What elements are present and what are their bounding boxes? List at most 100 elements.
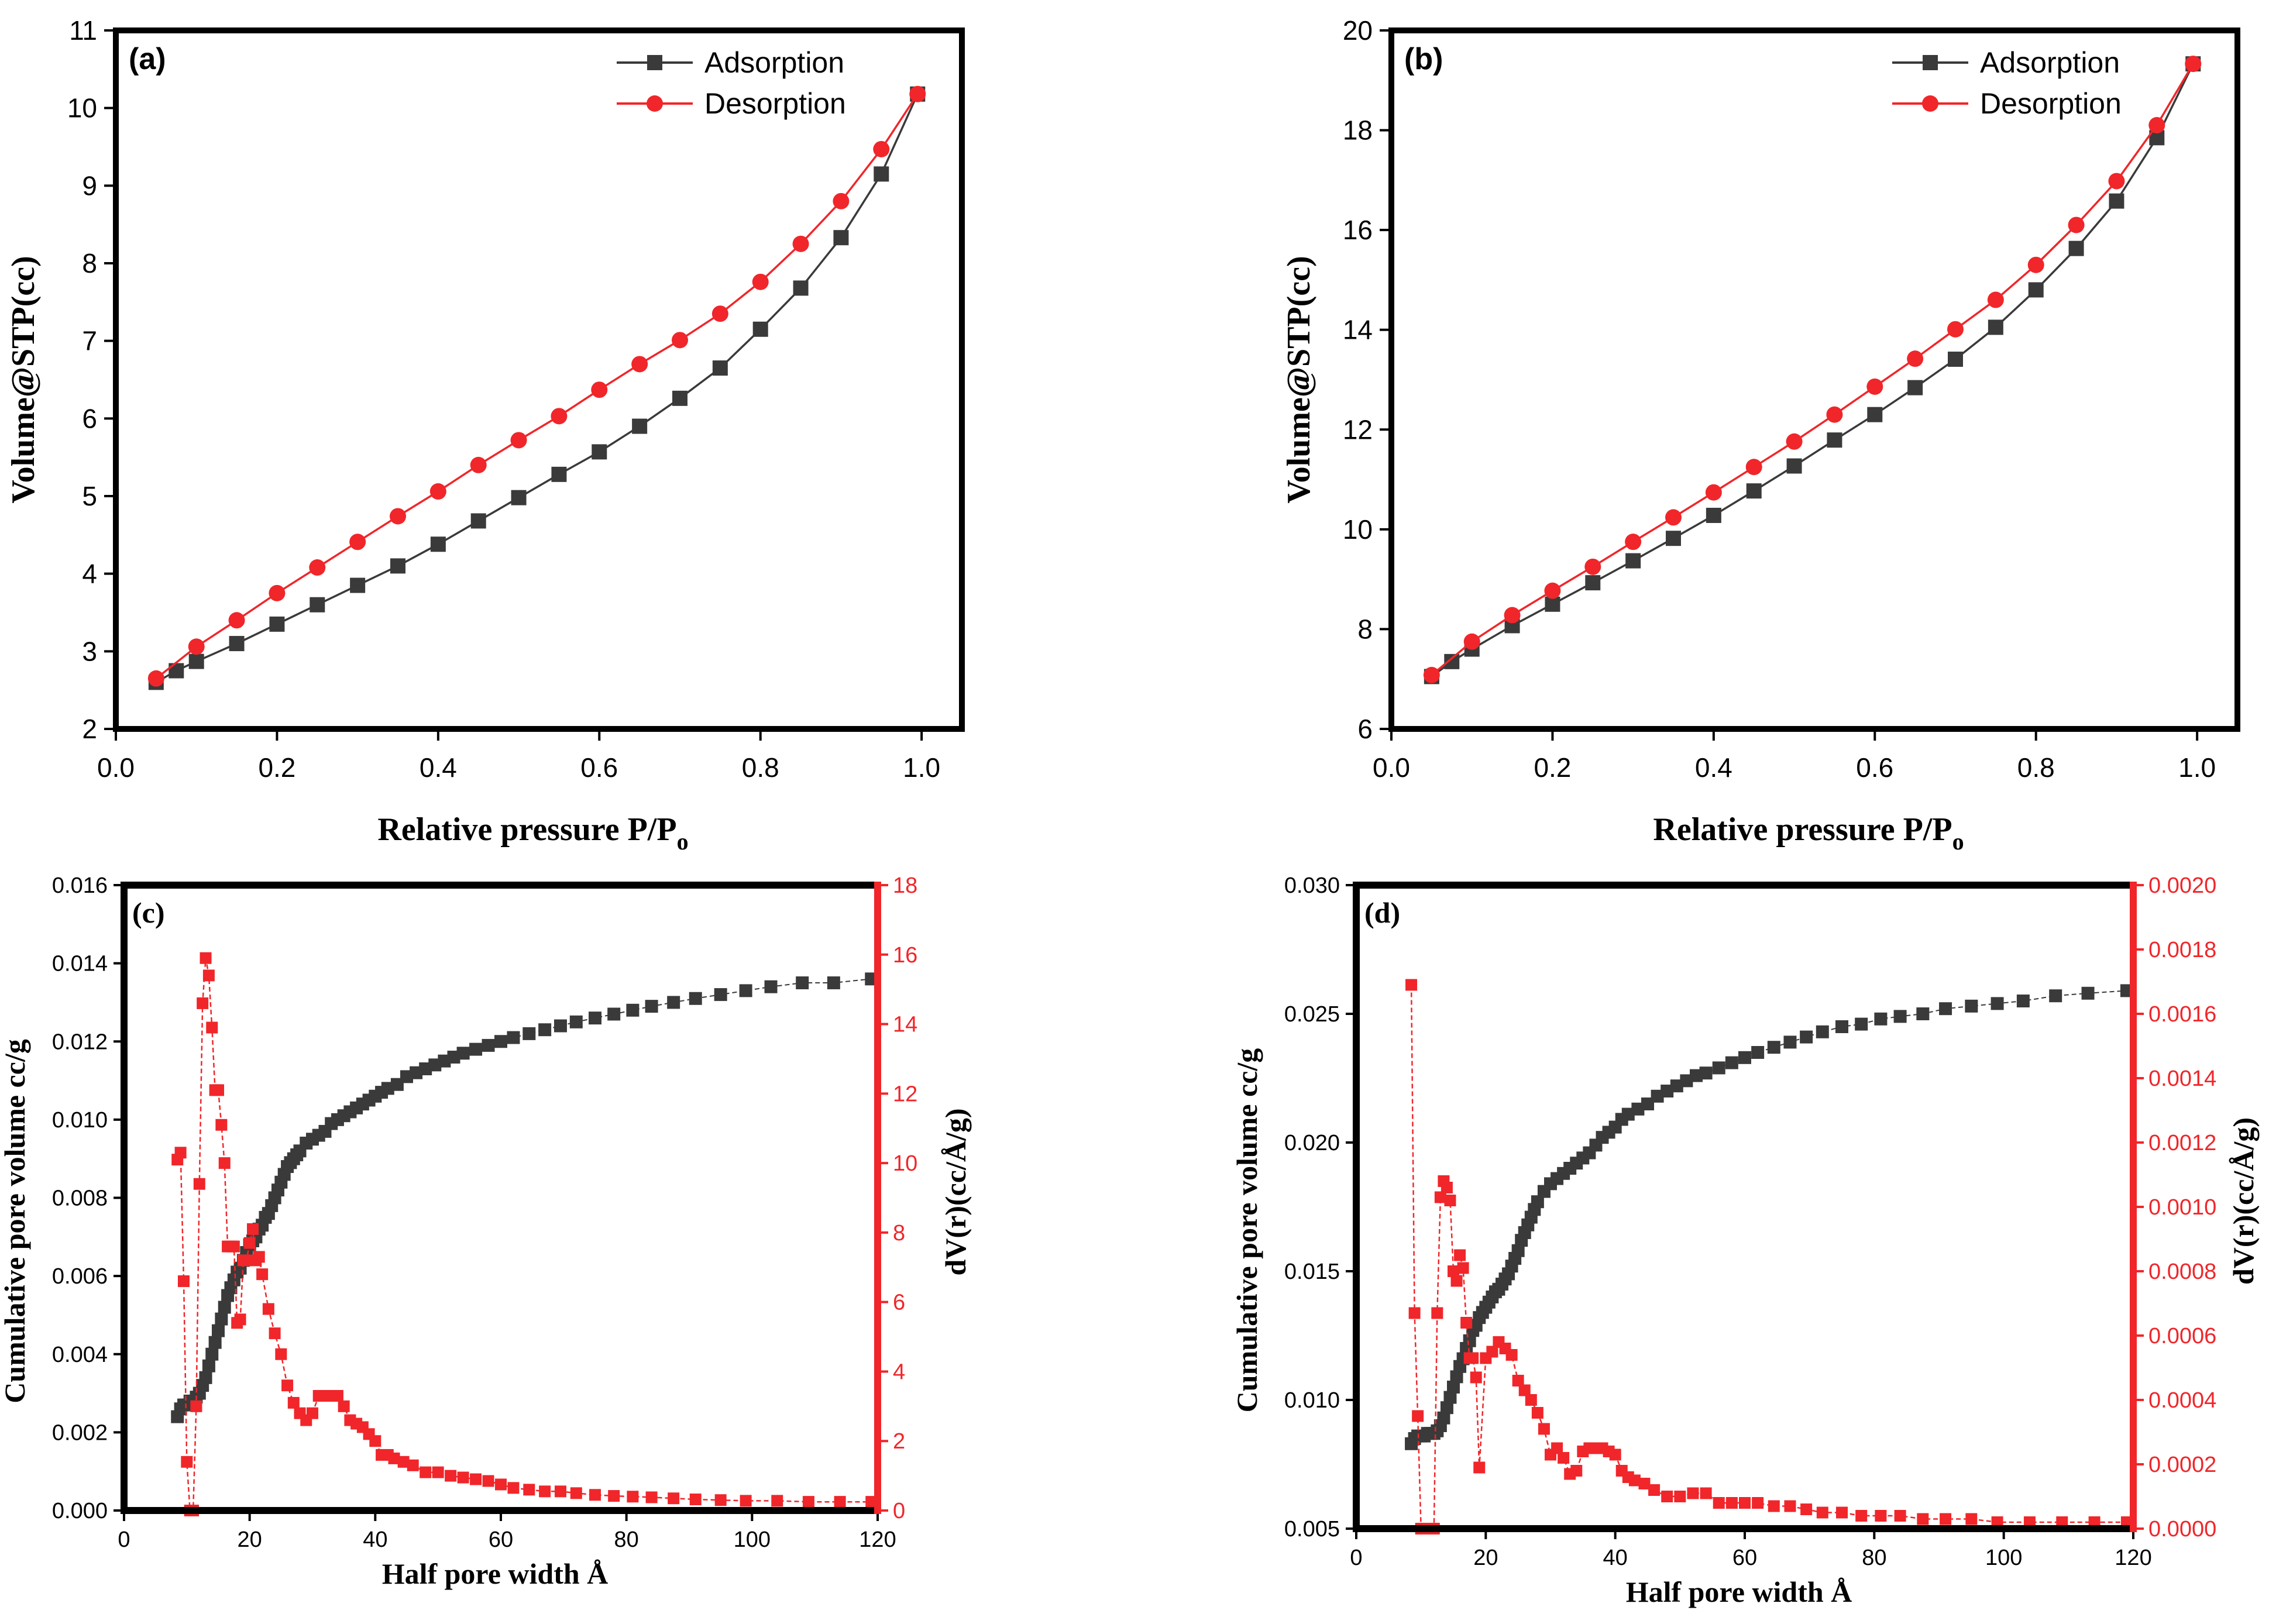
dv-point [507,1482,520,1494]
adsorption-point [1907,380,1923,395]
chart-panel-b: 0.0 0.2 0.4 0.6 0.8 1.0 6 8 10 12 14 16 18 20 (b) Adsor… [1281,15,2240,855]
adsorption-point [2109,193,2124,209]
cumulative-point [626,1003,640,1017]
adsorption-point [632,418,648,434]
dv-point [1405,979,1418,991]
y-tick-label: 0.000 [52,1499,108,1523]
y-tick-label: 0.010 [1284,1388,1340,1413]
desorption-point [591,381,608,398]
dv-point [1444,1195,1456,1206]
panel-label: (b) [1404,42,1443,76]
panel-label: (c) [132,896,165,929]
dv-point [495,1478,507,1491]
dv-point [1638,1478,1651,1489]
y2-tick-label: 0.0008 [2148,1260,2216,1284]
x-tick-label: 60 [489,1527,513,1552]
dv-point [771,1495,783,1507]
dv-point [714,1494,727,1506]
dv-point [388,1452,400,1464]
desorption-point [711,305,728,322]
cumulative-point [1440,1401,1453,1415]
cumulative-point [645,1000,658,1013]
dv-line [177,958,872,1512]
y2-tick-label: 0.0012 [2148,1131,2216,1155]
dv-point [287,1396,300,1409]
desorption-point [510,432,527,449]
cumulative-point [1690,1069,1703,1082]
dv-point [262,1303,274,1315]
dv-point [1687,1487,1699,1499]
y-axis-title: Cumulative pore volume cc/g [1230,1048,1263,1413]
legend-marker [647,95,663,112]
y-tick-label: 0.004 [52,1343,108,1367]
x-tick-label: 0.6 [1856,752,1893,783]
x-tick-label: 0.2 [258,752,295,783]
y-tick-label: 8 [82,248,97,278]
dv-point [269,1327,281,1340]
cumulative-point [1965,999,1978,1013]
y2-axis-title: dV(r)(cc/Å/g) [939,1109,972,1276]
dv-point [275,1348,287,1360]
dv-point [1473,1461,1486,1474]
dv-point [228,1240,240,1253]
x-tick-label: 40 [363,1527,387,1552]
panel-label: (d) [1364,896,1400,929]
series-line-desorption [1431,63,2194,676]
desorption-point [2068,216,2085,233]
adsorption-point [269,616,285,632]
y-tick-label: 7 [82,326,97,356]
x-tick-label: 0.6 [580,752,618,783]
cumulative-point [1661,1085,1674,1097]
cumulative-point [569,1015,583,1028]
desorption-point [792,235,809,252]
x-tick-label: 1.0 [903,752,940,783]
dv-point [1450,1275,1463,1287]
y2-tick-label: 10 [893,1151,917,1176]
cumulative-point [1816,1025,1829,1038]
adsorption-point [1948,352,1963,367]
y-tick-label: 0.025 [1284,1002,1340,1027]
y2-tick-label: 2 [893,1429,905,1454]
x-tick-label: 0 [1350,1546,1362,1570]
desorption-point [349,534,366,550]
y2-tick-label: 16 [893,943,917,968]
dv-point [1486,1346,1498,1358]
dv-point [218,1157,231,1169]
desorption-point [1463,633,1480,650]
y2-tick-label: 0.0000 [2148,1517,2216,1542]
x-tick-label: 120 [859,1527,896,1552]
desorption-point [1745,459,1762,476]
y-tick-label: 14 [1343,315,1373,345]
adsorption-point [511,490,527,505]
dv-point [1713,1497,1725,1509]
dv-point [1917,1513,1929,1525]
dv-point [181,1456,193,1468]
cumulative-point [827,976,840,990]
adsorption-point [229,636,245,652]
cumulative-point [1511,1244,1525,1257]
cumulative-point [796,976,809,990]
x-tick-label: 0.4 [1695,752,1732,783]
cumulative-point [1751,1046,1765,1059]
y2-tick-label: 0.0018 [2148,938,2216,962]
dv-point [1875,1510,1887,1522]
x-tick-label: 40 [1603,1546,1628,1570]
y2-tick-label: 0.0004 [2148,1388,2216,1413]
cumulative-point [1738,1051,1751,1064]
cumulative-point [1800,1030,1813,1044]
desorption-point [429,483,446,500]
y-tick-label: 0.006 [52,1264,108,1289]
dv-point [253,1251,265,1263]
desorption-point [1423,666,1440,683]
y2-tick-label: 0.0002 [2148,1453,2216,1477]
y-tick-label: 6 [82,403,97,433]
dv-point [190,1400,202,1412]
legend-label: Adsorption [1980,46,2120,79]
x-axis-title-subscript: o [677,828,689,855]
adsorption-point [874,166,889,182]
cumulative-point [2081,986,2095,1000]
x-axis-title-subscript: o [1952,828,1964,855]
y-tick-label: 0.010 [52,1108,108,1133]
dv-point [554,1485,566,1498]
adsorption-point [1988,319,2003,335]
